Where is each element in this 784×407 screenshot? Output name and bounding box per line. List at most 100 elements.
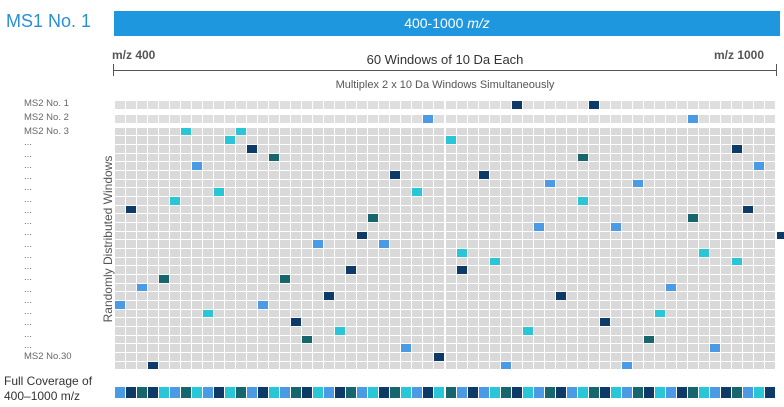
- grid-cell: [577, 162, 588, 170]
- grid-cell: [489, 249, 500, 257]
- grid-cell: [599, 327, 610, 335]
- grid-cell: [280, 231, 291, 240]
- grid-cell: [136, 249, 147, 257]
- grid-cell: [379, 222, 390, 231]
- grid-cell: [180, 257, 191, 266]
- grid-cell: [125, 318, 136, 327]
- grid-cell: [688, 127, 699, 136]
- grid-cell: [335, 127, 346, 136]
- grid-cell: [710, 170, 721, 179]
- grid-cell: [533, 127, 544, 136]
- grid-cell: [191, 361, 202, 370]
- grid-cell: [202, 205, 213, 214]
- grid-cell: [324, 101, 335, 109]
- grid-cell: [125, 162, 136, 170]
- grid-cell: [434, 361, 445, 370]
- grid-cell: [688, 170, 699, 179]
- grid-cell: [180, 136, 191, 144]
- row-label: MS2 No. 1: [24, 98, 69, 109]
- grid-cell: [224, 115, 235, 123]
- window-marker: [147, 361, 158, 370]
- grid-cell: [577, 144, 588, 153]
- grid-cell: [158, 231, 169, 240]
- grid-cell: [368, 335, 379, 344]
- window-marker: [291, 318, 302, 327]
- grid-cell: [489, 292, 500, 301]
- grid-cell: [544, 327, 555, 335]
- grid-cell: [710, 101, 721, 109]
- grid-cell: [611, 283, 622, 292]
- grid-cell: [489, 188, 500, 196]
- grid-cell: [224, 179, 235, 188]
- grid-cell: [246, 327, 257, 335]
- grid-cell: [710, 179, 721, 188]
- grid-cell: [765, 266, 776, 275]
- grid-cell: [368, 266, 379, 275]
- grid-cell: [544, 188, 555, 196]
- window-marker: [357, 231, 368, 240]
- grid-cell: [599, 196, 610, 205]
- grid-cell: [489, 266, 500, 275]
- grid-cell: [268, 196, 279, 205]
- grid-cell: [213, 344, 224, 353]
- grid-cell: [677, 309, 688, 318]
- grid-cell: [666, 335, 677, 344]
- grid-cell: [765, 301, 776, 309]
- grid-cell: [224, 318, 235, 327]
- grid-cell: [677, 327, 688, 335]
- grid-cell: [324, 240, 335, 248]
- coverage-cell: [235, 387, 246, 398]
- grid-cell: [335, 353, 346, 361]
- grid-cell: [699, 162, 710, 170]
- grid-cell: [235, 257, 246, 266]
- window-marker: [533, 222, 544, 231]
- grid-cell: [710, 301, 721, 309]
- grid-cell: [401, 318, 412, 327]
- grid-cell: [555, 231, 566, 240]
- grid-cell: [467, 188, 478, 196]
- grid-cell: [500, 115, 511, 123]
- grid-cell: [677, 188, 688, 196]
- grid-cell: [423, 335, 434, 344]
- grid-cell: [721, 335, 732, 344]
- grid-cell: [180, 170, 191, 179]
- grid-cell: [533, 205, 544, 214]
- grid-cell: [732, 196, 743, 205]
- grid-cell: [379, 344, 390, 353]
- grid-cell: [213, 361, 224, 370]
- grid-cell: [213, 301, 224, 309]
- grid-cell: [114, 127, 125, 136]
- grid-cell: [125, 266, 136, 275]
- grid-cell: [566, 344, 577, 353]
- grid-cell: [158, 214, 169, 222]
- grid-cell: [765, 153, 776, 162]
- grid-cell: [136, 361, 147, 370]
- grid-cell: [246, 162, 257, 170]
- grid-cell: [268, 275, 279, 283]
- grid-cell: [401, 153, 412, 162]
- grid-cell: [324, 115, 335, 123]
- grid-cell: [412, 257, 423, 266]
- grid-cell: [467, 115, 478, 123]
- window-marker: [710, 344, 721, 353]
- grid-cell: [291, 205, 302, 214]
- grid-cell: [224, 222, 235, 231]
- grid-cell: [335, 309, 346, 318]
- grid-cell: [368, 136, 379, 144]
- grid-cell: [346, 353, 357, 361]
- window-marker: [445, 136, 456, 144]
- grid-cell: [633, 353, 644, 361]
- grid-cell: [478, 353, 489, 361]
- grid-cell: [555, 179, 566, 188]
- grid-cell: [268, 292, 279, 301]
- grid-cell: [357, 266, 368, 275]
- grid-cell: [191, 275, 202, 283]
- row-label: MS2 No.30: [24, 351, 72, 362]
- grid-cell: [169, 301, 180, 309]
- grid-cell: [743, 153, 754, 162]
- coverage-cell: [732, 387, 743, 398]
- grid-cell: [533, 101, 544, 109]
- grid-cell: [611, 127, 622, 136]
- grid-cell: [235, 353, 246, 361]
- grid-cell: [655, 101, 666, 109]
